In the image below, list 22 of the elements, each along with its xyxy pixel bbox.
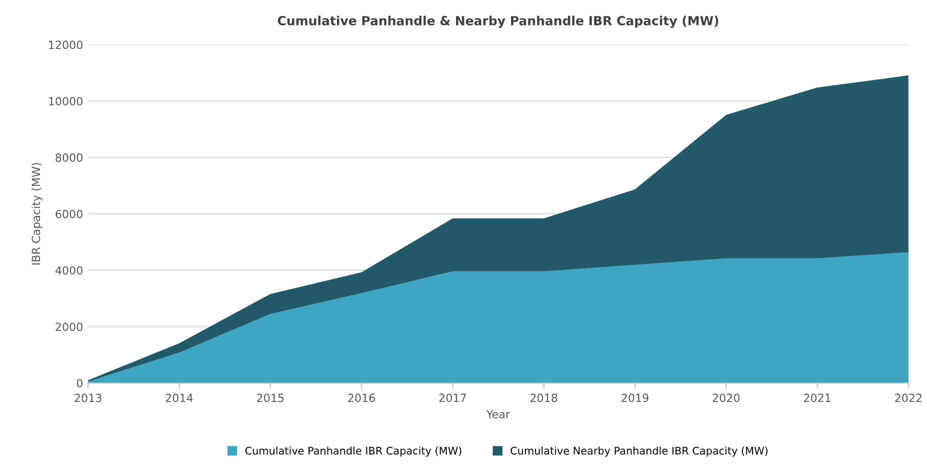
x-tick-label: 2019	[622, 394, 648, 402]
y-tick-label: 6000	[56, 210, 82, 218]
x-tick-label: 2017	[439, 394, 466, 402]
x-tick-label: 2018	[530, 394, 558, 402]
x-tick-label: 2015	[257, 394, 284, 402]
y-axis-title: IBR Capacity (MW)	[32, 163, 42, 265]
y-tick-label: 0	[76, 379, 82, 388]
x-tick-label: 2021	[804, 394, 830, 402]
x-tick-label: 2016	[348, 394, 375, 402]
chart-title: Cumulative Panhandle & Nearby Panhandle IBR Capacity (MW)	[278, 16, 718, 28]
y-tick-label: 12000	[49, 40, 82, 50]
y-tick-label: 8000	[56, 153, 82, 162]
x-tick-label: 2013	[74, 394, 102, 402]
y-tick-label: 4000	[55, 266, 82, 275]
x-tick-label: 2014	[166, 394, 193, 402]
y-tick-label: 10000	[49, 97, 82, 106]
x-tick-label: 2022	[895, 394, 922, 402]
x-axis-title: Year	[486, 410, 510, 418]
legend-label: Cumulative Nearby Panhandle IBR Capacity (MW)	[510, 446, 768, 457]
y-tick-label: 2000	[56, 322, 82, 332]
x-tick-label: 2020	[712, 394, 740, 402]
legend-label: Cumulative Panhandle IBR Capacity (MW)	[245, 446, 462, 457]
